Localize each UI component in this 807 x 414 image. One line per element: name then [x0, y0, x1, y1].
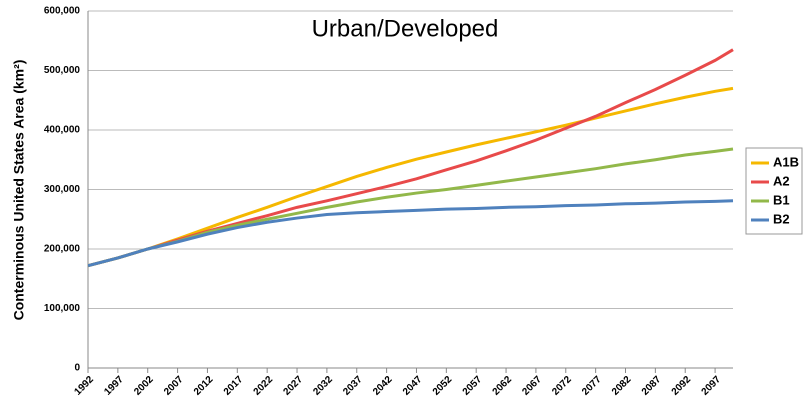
x-tick-label: 2032 — [311, 374, 335, 398]
y-tick-label: 600,000 — [44, 6, 81, 17]
x-tick-label: 2027 — [282, 374, 306, 398]
x-tick-label: 2007 — [162, 374, 186, 398]
x-tick-label: 2082 — [610, 374, 634, 398]
x-tick-label: 2052 — [431, 374, 455, 398]
x-tick-label: 1997 — [102, 374, 126, 398]
x-tick-label: 2072 — [550, 374, 574, 398]
y-tick-label: 200,000 — [44, 244, 81, 255]
series-line — [87, 199, 734, 268]
x-tick-label: 2002 — [132, 374, 156, 398]
x-tick-label: 2057 — [461, 374, 485, 398]
x-tick-label: 2017 — [222, 374, 246, 398]
y-tick-label: 300,000 — [44, 184, 81, 195]
x-tick-label: 2037 — [341, 374, 365, 398]
series-line — [87, 147, 734, 268]
y-tick-label: 100,000 — [44, 303, 81, 314]
y-tick-label: 500,000 — [44, 65, 81, 76]
chart-title: Urban/Developed — [312, 15, 499, 42]
x-tick-label: 2077 — [580, 374, 604, 398]
x-tick-label: 2022 — [252, 374, 276, 398]
x-tick-label: 2087 — [640, 374, 664, 398]
x-tick-label: 2092 — [670, 374, 694, 398]
y-tick-label: 0 — [74, 363, 80, 374]
y-tick-label: 400,000 — [44, 125, 81, 136]
legend-label: A1B — [773, 154, 799, 169]
x-tick-label: 1992 — [72, 374, 96, 398]
legend-label: B1 — [773, 192, 790, 207]
series-line — [87, 86, 734, 268]
x-tick-label: 2042 — [371, 374, 395, 398]
x-tick-label: 2012 — [192, 374, 216, 398]
legend-label: B2 — [773, 211, 790, 226]
x-tick-label: 2067 — [520, 374, 544, 398]
x-tick-label: 2047 — [401, 374, 425, 398]
x-tick-label: 2062 — [491, 374, 515, 398]
legend-label: A2 — [773, 173, 790, 188]
series-line — [87, 48, 734, 268]
x-tick-label: 2097 — [700, 374, 724, 398]
y-axis-title: Conterminous United States Area (km²) — [11, 60, 27, 321]
